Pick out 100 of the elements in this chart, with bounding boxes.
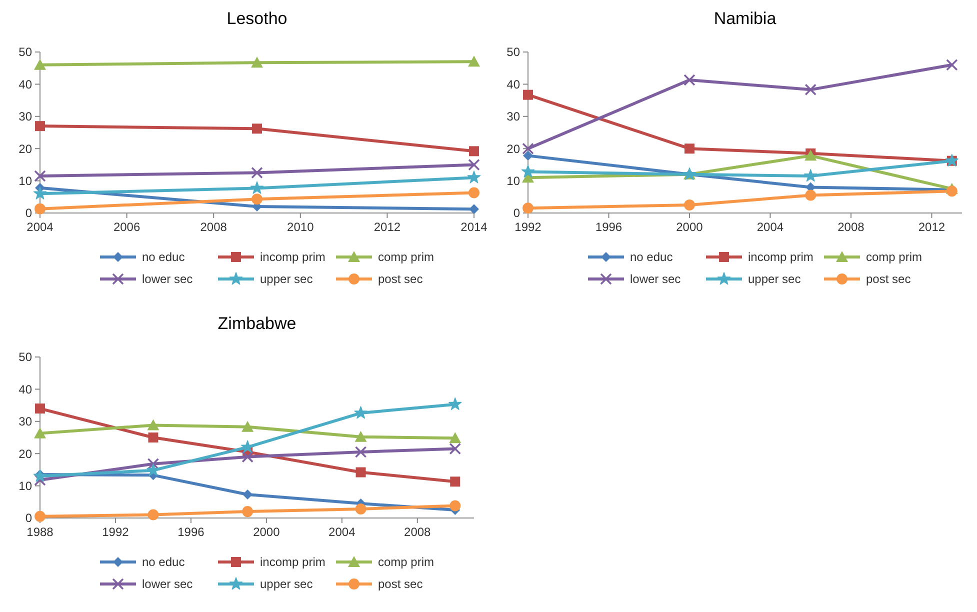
legend-label: no educ — [142, 250, 185, 264]
x-tick-label: 2000 — [253, 525, 280, 539]
x-tick-label: 2012 — [374, 220, 401, 234]
legend-label: post sec — [378, 577, 423, 592]
point — [804, 150, 817, 161]
point — [355, 503, 366, 514]
x-tick-label: 1996 — [178, 525, 205, 539]
x-tick-label: 1992 — [514, 220, 542, 234]
chart-title: Namibia — [714, 9, 777, 28]
point — [450, 500, 461, 512]
point — [242, 420, 254, 432]
x-tick-label: 2014 — [460, 220, 488, 234]
x-tick-label: 1988 — [26, 525, 54, 539]
legend-label: incomp prim — [748, 250, 814, 264]
point — [449, 432, 462, 444]
y-tick-label: 10 — [18, 174, 32, 188]
y-tick-label: 10 — [18, 479, 32, 493]
legend-label: no educ — [142, 555, 185, 570]
y-tick-label: 20 — [18, 446, 32, 461]
point — [469, 204, 479, 214]
y-tick-label: 20 — [506, 142, 520, 156]
point — [946, 58, 958, 71]
point — [354, 406, 368, 419]
y-tick-label: 10 — [506, 174, 520, 188]
point — [804, 169, 818, 182]
point — [468, 187, 480, 198]
legend-label: upper sec — [748, 272, 801, 286]
point — [34, 474, 46, 486]
y-tick-label: 0 — [513, 206, 520, 220]
point — [468, 158, 480, 171]
point — [148, 432, 158, 442]
y-tick-label: 50 — [18, 45, 32, 60]
x-tick-label: 2000 — [676, 220, 704, 234]
point — [354, 446, 367, 458]
legend-label: comp prim — [866, 250, 922, 264]
point — [147, 419, 160, 430]
point — [523, 90, 533, 100]
x-tick-label: 2004 — [756, 220, 784, 234]
point — [467, 170, 481, 184]
x-tick-label: 2004 — [328, 525, 356, 539]
legend-label: incomp prim — [260, 250, 326, 264]
point — [252, 194, 262, 205]
y-tick-label: 30 — [506, 110, 520, 124]
legend-label: lower sec — [142, 272, 193, 286]
point — [34, 203, 46, 214]
point — [521, 164, 535, 178]
point — [242, 450, 254, 463]
y-tick-label: 50 — [18, 350, 32, 364]
point — [354, 430, 367, 442]
x-tick-label: 1996 — [595, 220, 622, 234]
point — [148, 509, 159, 520]
x-tick-label: 2008 — [838, 220, 865, 234]
legend-label: post sec — [866, 272, 911, 286]
x-tick-label: 2008 — [404, 525, 432, 539]
chart-title: Zimbabwe — [218, 314, 296, 333]
point — [450, 476, 460, 487]
point — [34, 170, 46, 182]
point — [146, 463, 160, 476]
point — [34, 58, 46, 70]
point — [449, 442, 462, 455]
y-tick-label: 30 — [18, 110, 32, 124]
point — [523, 150, 533, 161]
legend-label: comp prim — [378, 250, 434, 264]
y-tick-label: 0 — [25, 511, 32, 526]
point — [251, 166, 263, 179]
point — [35, 121, 45, 132]
x-tick-label: 1992 — [102, 525, 130, 539]
point — [522, 142, 534, 154]
point — [805, 190, 816, 201]
point — [684, 74, 696, 86]
point — [448, 397, 462, 410]
y-tick-label: 20 — [18, 142, 32, 156]
point — [522, 202, 534, 214]
y-tick-label: 40 — [506, 77, 520, 92]
x-tick-label: 2008 — [200, 220, 228, 234]
legend-label: lower sec — [630, 272, 681, 286]
x-tick-label: 2006 — [113, 220, 140, 234]
point — [33, 186, 47, 200]
legend-label: post sec — [378, 272, 423, 286]
point — [468, 56, 480, 67]
point — [250, 181, 264, 194]
point — [684, 144, 694, 154]
legend-label: comp prim — [378, 555, 434, 570]
point — [356, 467, 366, 478]
point — [252, 124, 262, 134]
legend-label: upper sec — [260, 272, 313, 286]
y-tick-label: 40 — [18, 382, 32, 396]
point — [242, 489, 253, 500]
y-tick-label: 30 — [18, 414, 32, 429]
point — [804, 84, 817, 96]
point — [34, 427, 46, 438]
x-tick-label: 2012 — [918, 220, 946, 234]
chart-title: Lesotho — [226, 9, 288, 28]
point — [469, 146, 479, 156]
y-tick-label: 40 — [18, 77, 32, 92]
point — [34, 510, 46, 522]
point — [684, 199, 695, 210]
legend-label: lower sec — [142, 577, 193, 592]
x-tick-label: 2004 — [26, 220, 54, 234]
legend-label: incomp prim — [260, 555, 326, 570]
